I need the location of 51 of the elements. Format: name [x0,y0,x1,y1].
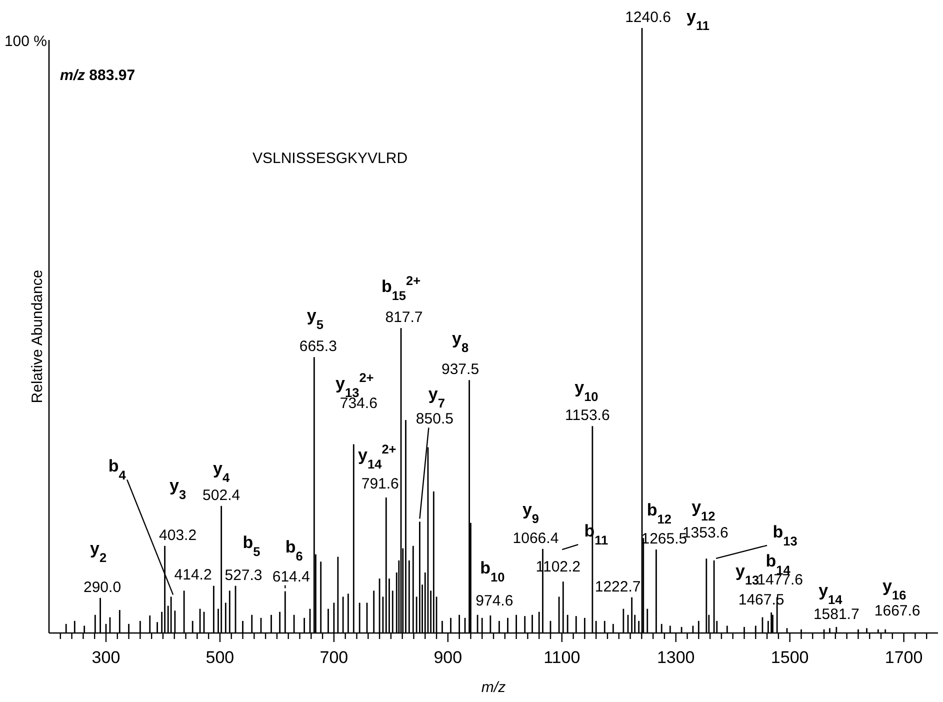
annotation: b$_{6}$ [285,537,303,563]
annotation: y$_{4}$ [213,458,231,484]
annotation: 403.2 [159,526,197,544]
annotation: VSLNISSESGKYVLRD [252,150,408,167]
annotation: 502.4 [202,486,240,504]
x-tick-label: 1300 [656,648,695,667]
annotation: 1066.4 [512,530,559,547]
x-tick-label: 1700 [884,648,923,667]
annotation: y$_{7}$ [428,384,445,410]
annotation: m/z 883.97 [60,67,136,84]
annotation: 527.3 [224,566,262,584]
annotation: 850.5 [416,410,454,428]
x-tick-label: 1100 [544,648,580,667]
annotation: 1581.7 [813,606,860,623]
annotation: y$_{13}$ [735,561,760,587]
annotation: 414.2 [174,566,212,584]
text: 100 % [4,33,47,50]
x-tick-label: 500 [206,648,234,667]
x-tick-label: 300 [92,648,120,667]
annotation: y$_{5}$ [306,306,324,332]
annotation: 974.6 [476,592,514,610]
annotation: y$_{8}$ [452,329,469,355]
annotation: b$_{12}$ [646,500,672,526]
annotation: b$_{13}$ [772,522,798,548]
annotation: b$_{10}$ [480,558,505,584]
annotation: 1240.6 [625,9,671,26]
annotation: y$_{9}$ [522,500,540,526]
annotation: 665.3 [299,338,337,356]
annotation: y$_{14}$ [818,580,844,606]
annotation: y$_{3}$ [170,476,186,502]
annotation: y$_{10}$ [574,378,598,404]
annotation: b$_{4}$ [108,456,127,482]
annotation: 1153.6 [565,407,610,424]
annotation: y$_{16}$ [882,576,906,602]
annotation: 1467.5 [738,591,784,608]
annotation: 937.5 [442,361,480,378]
annotation: y$_{11}$ [686,7,710,32]
annotation: 817.7 [385,309,423,326]
x-tick-label: 900 [434,648,462,667]
annotation: 791.6 [361,475,399,492]
annotation: y$_{12}$ [692,498,716,524]
annotation: 1222.7 [594,578,641,596]
annotation: 614.4 [272,568,310,586]
x-axis-title: m/z [481,679,506,696]
x-tick-label: 700 [320,648,348,667]
annotation: 1667.6 [874,602,920,620]
y-axis-title: Relative Abundance [29,270,46,404]
x-tick-label: 1500 [770,648,809,667]
annotation: 290.0 [84,578,122,596]
annotation: y$_{2}$ [90,538,107,564]
annotation: b$_{5}$ [242,532,260,558]
